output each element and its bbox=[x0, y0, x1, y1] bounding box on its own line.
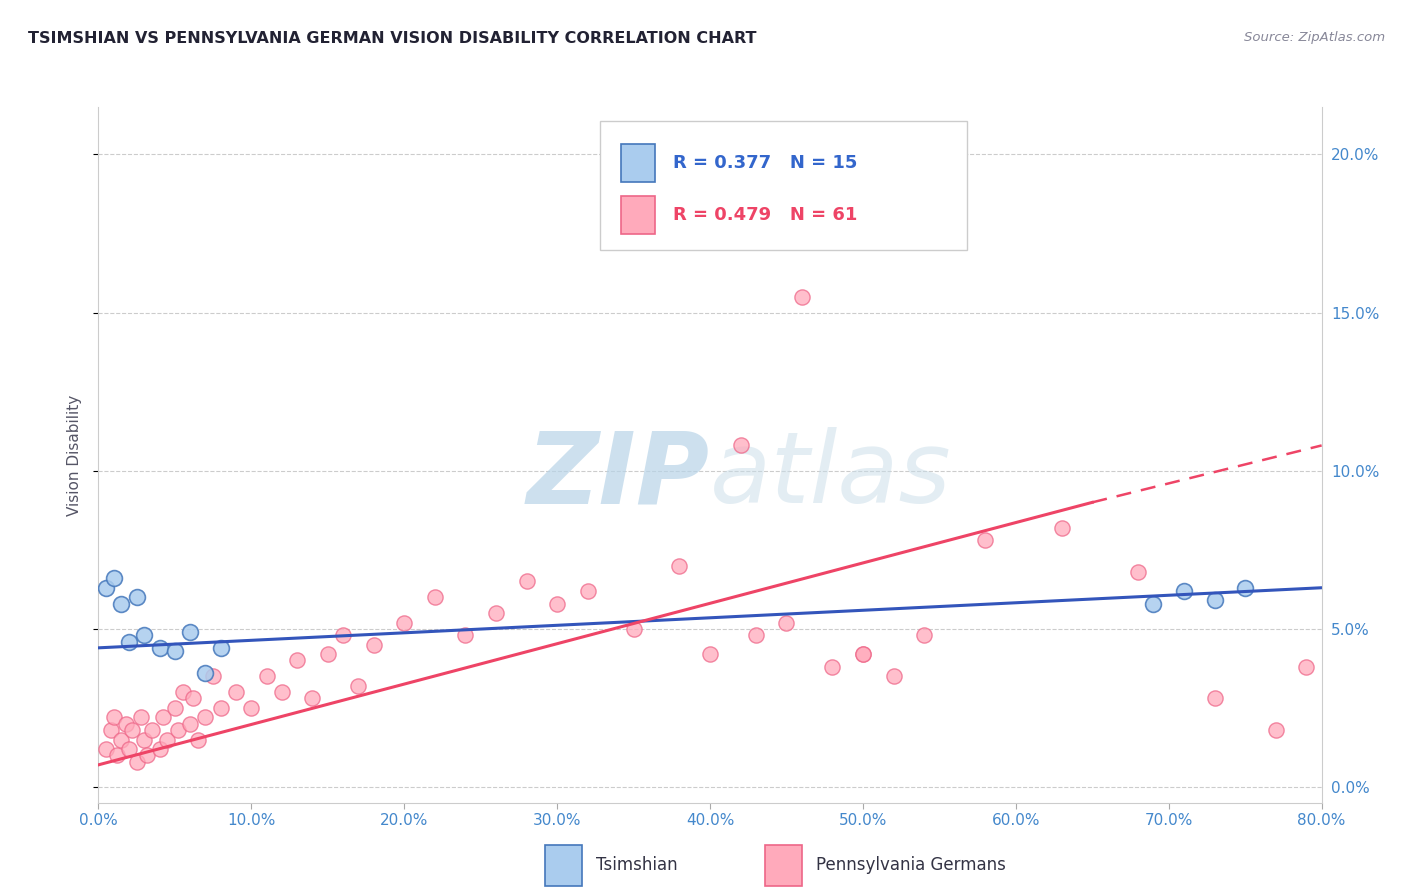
Point bbox=[125, 591, 148, 605]
Point bbox=[285, 653, 308, 667]
Point bbox=[194, 666, 217, 681]
Point bbox=[172, 685, 194, 699]
Point bbox=[179, 716, 201, 731]
Point bbox=[745, 628, 768, 642]
Point bbox=[821, 660, 844, 674]
Point bbox=[149, 640, 172, 655]
Text: Source: ZipAtlas.com: Source: ZipAtlas.com bbox=[1244, 31, 1385, 45]
Point bbox=[141, 723, 163, 737]
Point bbox=[134, 732, 156, 747]
Point bbox=[1204, 593, 1226, 607]
Point bbox=[110, 732, 132, 747]
Point bbox=[270, 685, 292, 699]
Point bbox=[163, 701, 186, 715]
Point bbox=[179, 625, 201, 640]
Point bbox=[730, 438, 752, 452]
FancyBboxPatch shape bbox=[765, 845, 801, 887]
Point bbox=[152, 710, 174, 724]
Point bbox=[316, 647, 339, 661]
Point bbox=[775, 615, 797, 630]
Point bbox=[1050, 521, 1073, 535]
Point bbox=[121, 723, 143, 737]
Text: ZIP: ZIP bbox=[527, 427, 710, 524]
Point bbox=[912, 628, 935, 642]
Point bbox=[115, 716, 138, 731]
Text: TSIMSHIAN VS PENNSYLVANIA GERMAN VISION DISABILITY CORRELATION CHART: TSIMSHIAN VS PENNSYLVANIA GERMAN VISION … bbox=[28, 31, 756, 46]
Point bbox=[194, 710, 217, 724]
Point bbox=[852, 647, 875, 661]
Y-axis label: Vision Disability: Vision Disability bbox=[67, 394, 83, 516]
Point bbox=[1204, 691, 1226, 706]
Point bbox=[167, 723, 190, 737]
Point bbox=[546, 597, 568, 611]
Point bbox=[516, 574, 538, 589]
Point bbox=[363, 638, 385, 652]
Point bbox=[1173, 583, 1195, 598]
Point bbox=[301, 691, 323, 706]
Point bbox=[94, 742, 117, 756]
Point bbox=[1295, 660, 1317, 674]
Point bbox=[240, 701, 263, 715]
Point bbox=[110, 597, 132, 611]
Text: R = 0.377   N = 15: R = 0.377 N = 15 bbox=[673, 153, 858, 171]
Point bbox=[347, 679, 370, 693]
Point bbox=[225, 685, 247, 699]
Point bbox=[883, 669, 905, 683]
Text: Tsimshian: Tsimshian bbox=[596, 856, 678, 874]
Point bbox=[392, 615, 416, 630]
Text: atlas: atlas bbox=[710, 427, 952, 524]
Point bbox=[125, 755, 148, 769]
Point bbox=[100, 723, 122, 737]
Point bbox=[576, 583, 599, 598]
Point bbox=[149, 742, 172, 756]
Point bbox=[1128, 565, 1150, 579]
FancyBboxPatch shape bbox=[620, 144, 655, 182]
Text: Pennsylvania Germans: Pennsylvania Germans bbox=[817, 856, 1007, 874]
Point bbox=[623, 622, 645, 636]
Point bbox=[103, 571, 125, 585]
Point bbox=[202, 669, 225, 683]
Point bbox=[103, 710, 125, 724]
Point bbox=[485, 606, 508, 620]
Point bbox=[156, 732, 179, 747]
Point bbox=[134, 628, 156, 642]
Point bbox=[454, 628, 477, 642]
Point bbox=[136, 748, 159, 763]
Point bbox=[94, 581, 117, 595]
Point bbox=[181, 691, 204, 706]
Text: R = 0.479   N = 61: R = 0.479 N = 61 bbox=[673, 206, 858, 224]
Point bbox=[256, 669, 278, 683]
FancyBboxPatch shape bbox=[620, 195, 655, 234]
FancyBboxPatch shape bbox=[600, 121, 967, 250]
Point bbox=[209, 640, 232, 655]
Point bbox=[332, 628, 354, 642]
Point bbox=[790, 290, 813, 304]
Point bbox=[1142, 597, 1164, 611]
Point bbox=[209, 701, 232, 715]
Point bbox=[118, 742, 141, 756]
Point bbox=[668, 227, 690, 241]
Point bbox=[974, 533, 997, 548]
Point bbox=[187, 732, 209, 747]
Point bbox=[129, 710, 152, 724]
Point bbox=[1234, 581, 1257, 595]
Point bbox=[852, 647, 875, 661]
Point bbox=[105, 748, 128, 763]
Point bbox=[118, 634, 141, 648]
Point bbox=[423, 591, 446, 605]
FancyBboxPatch shape bbox=[546, 845, 582, 887]
Point bbox=[668, 558, 690, 573]
Point bbox=[163, 644, 186, 658]
Point bbox=[1264, 723, 1286, 737]
Point bbox=[699, 647, 721, 661]
